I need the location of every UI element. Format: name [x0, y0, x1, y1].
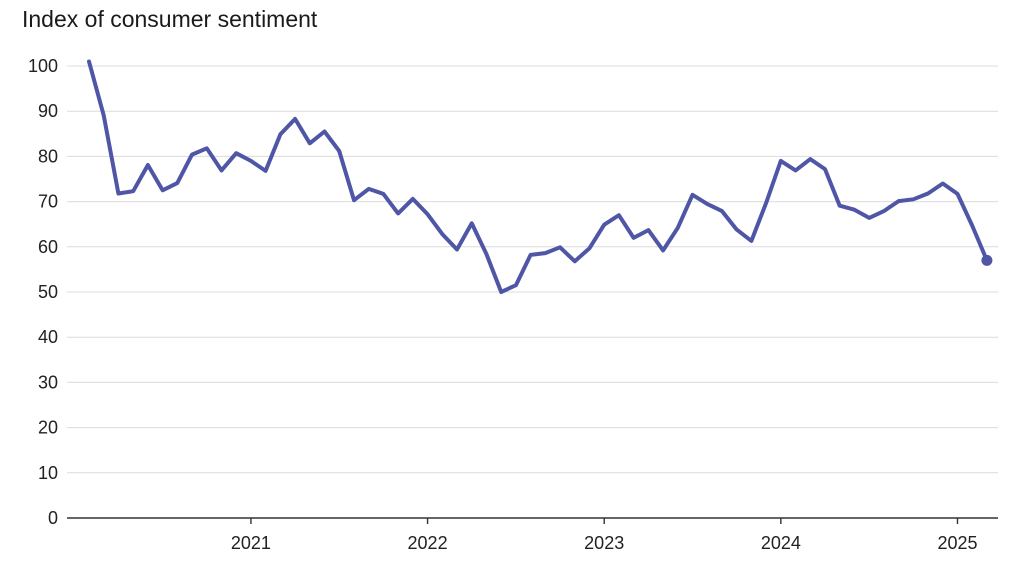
y-tick-label: 50 [38, 282, 58, 302]
x-tick-label: 2023 [584, 533, 624, 553]
y-tick-label: 10 [38, 463, 58, 483]
y-tick-label: 20 [38, 418, 58, 438]
y-tick-label: 30 [38, 372, 58, 392]
y-axis-ticks: 0 10 20 30 40 50 60 70 80 90 100 [28, 56, 58, 528]
series-layer [87, 59, 993, 294]
chart-title: Index of consumer sentiment [22, 6, 318, 32]
y-tick-label: 80 [38, 146, 58, 166]
y-tick-label: 100 [28, 56, 58, 76]
x-tick-label: 2024 [761, 533, 801, 553]
gridlines [67, 65, 998, 474]
y-tick-label: 90 [38, 101, 58, 121]
x-axis-ticks: 2021 2022 2023 2024 2025 [231, 518, 978, 553]
last-data-point [981, 254, 993, 266]
y-tick-label: 70 [38, 192, 58, 212]
y-tick-label: 60 [38, 237, 58, 257]
x-tick-label: 2021 [231, 533, 271, 553]
x-tick-label: 2025 [937, 533, 977, 553]
x-tick-label: 2022 [408, 533, 448, 553]
series-line [87, 59, 989, 294]
y-tick-label: 0 [48, 508, 58, 528]
y-tick-label: 40 [38, 327, 58, 347]
